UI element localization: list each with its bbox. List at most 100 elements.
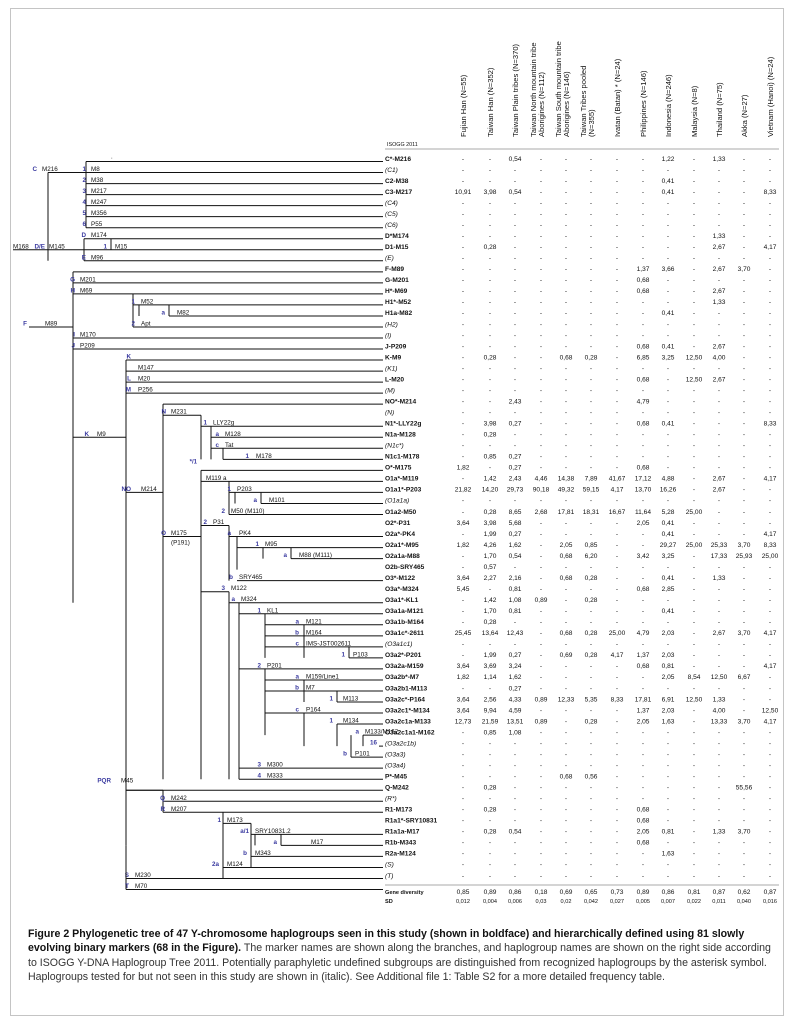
frequency-cell: - bbox=[718, 310, 720, 317]
frequency-cell: - bbox=[462, 818, 464, 825]
frequency-cell: - bbox=[718, 321, 720, 328]
frequency-cell: - bbox=[565, 641, 567, 648]
frequency-cell: - bbox=[590, 498, 592, 505]
frequency-cell: - bbox=[616, 376, 618, 383]
frequency-cell: 3,64 bbox=[457, 696, 470, 703]
frequency-cell: - bbox=[462, 564, 464, 571]
frequency-cell: 3,70 bbox=[738, 718, 751, 725]
frequency-cell: - bbox=[590, 200, 592, 207]
footer-cell: 0,006 bbox=[508, 899, 522, 905]
frequency-cell: - bbox=[514, 387, 516, 394]
frequency-cell: 0,27 bbox=[509, 652, 522, 659]
frequency-cell: - bbox=[462, 762, 464, 769]
frequency-cell: - bbox=[718, 332, 720, 339]
frequency-cell: - bbox=[667, 785, 669, 792]
frequency-cell: - bbox=[693, 476, 695, 483]
frequency-cell: - bbox=[743, 277, 745, 284]
frequency-cell: - bbox=[642, 608, 644, 615]
frequency-cell: - bbox=[693, 387, 695, 394]
frequency-cell: - bbox=[514, 785, 516, 792]
frequency-cell: - bbox=[540, 531, 542, 538]
marker-label: SRY465 bbox=[239, 574, 263, 581]
frequency-cell: - bbox=[590, 343, 592, 350]
frequency-cell: - bbox=[565, 829, 567, 836]
frequency-cell: - bbox=[693, 553, 695, 560]
frequency-cell: - bbox=[718, 498, 720, 505]
frequency-cell: - bbox=[565, 597, 567, 604]
frequency-cell: - bbox=[565, 299, 567, 306]
frequency-cell: - bbox=[743, 299, 745, 306]
frequency-cell: 1,99 bbox=[484, 652, 497, 659]
frequency-cell: - bbox=[616, 354, 618, 361]
frequency-cell: 12,50 bbox=[762, 707, 779, 714]
subclade-number: 1 bbox=[82, 166, 86, 173]
frequency-cell: - bbox=[718, 167, 720, 174]
frequency-cell: 0,56 bbox=[585, 773, 598, 780]
frequency-cell: - bbox=[590, 785, 592, 792]
frequency-cell: 2,67 bbox=[713, 630, 726, 637]
frequency-cell: - bbox=[540, 321, 542, 328]
frequency-cell: - bbox=[462, 211, 464, 218]
frequency-cell: - bbox=[693, 266, 695, 273]
marker-label: Apt bbox=[141, 320, 151, 327]
frequency-cell: - bbox=[514, 321, 516, 328]
frequency-cell: - bbox=[590, 332, 592, 339]
subclade-number: a bbox=[227, 530, 231, 537]
frequency-cell: - bbox=[693, 531, 695, 538]
frequency-cell: - bbox=[565, 685, 567, 692]
frequency-cell: - bbox=[667, 288, 669, 295]
marker-label: M20 bbox=[138, 376, 151, 383]
frequency-cell: - bbox=[462, 509, 464, 516]
frequency-cell: - bbox=[616, 553, 618, 560]
frequency-cell: - bbox=[514, 233, 516, 240]
frequency-cell: 12,43 bbox=[507, 630, 524, 637]
frequency-cell: - bbox=[769, 409, 771, 416]
frequency-cell: - bbox=[743, 156, 745, 163]
marker-label: M122 bbox=[231, 585, 247, 592]
frequency-cell: - bbox=[693, 255, 695, 262]
haplogroup-name: O1a2-M50 bbox=[385, 509, 416, 516]
frequency-cell: 2,03 bbox=[662, 707, 675, 714]
column-header: Ivatan (Batan) * (N=24) bbox=[613, 58, 622, 137]
frequency-cell: - bbox=[693, 409, 695, 416]
marker-label: M17 bbox=[311, 839, 324, 846]
frequency-cell: - bbox=[540, 652, 542, 659]
frequency-cell: - bbox=[667, 619, 669, 626]
frequency-cell: - bbox=[616, 531, 618, 538]
subclade-number: */1 bbox=[190, 459, 198, 465]
column-header: Taiwan South mountain tribe bbox=[554, 41, 563, 137]
frequency-cell: - bbox=[616, 663, 618, 670]
frequency-cell: - bbox=[769, 829, 771, 836]
frequency-cell: 0,28 bbox=[484, 829, 497, 836]
frequency-cell: - bbox=[743, 751, 745, 758]
frequency-cell: - bbox=[769, 818, 771, 825]
frequency-cell: 4,79 bbox=[637, 630, 650, 637]
frequency-cell: - bbox=[565, 432, 567, 439]
frequency-cell: - bbox=[743, 398, 745, 405]
frequency-cell: - bbox=[718, 465, 720, 472]
frequency-cell: - bbox=[462, 619, 464, 626]
frequency-cell: 1,70 bbox=[484, 608, 497, 615]
footer-cell: 0,69 bbox=[560, 889, 573, 896]
marker-label: M128 bbox=[225, 431, 241, 438]
frequency-cell: - bbox=[540, 443, 542, 450]
frequency-cell: - bbox=[565, 343, 567, 350]
frequency-cell: - bbox=[540, 630, 542, 637]
frequency-cell: - bbox=[540, 454, 542, 461]
subclade-number: 2 bbox=[257, 662, 261, 669]
frequency-cell: - bbox=[718, 277, 720, 284]
frequency-cell: - bbox=[718, 663, 720, 670]
subclade-number: 6 bbox=[82, 221, 86, 228]
frequency-cell: - bbox=[642, 740, 644, 747]
frequency-cell: - bbox=[693, 277, 695, 284]
frequency-cell: - bbox=[462, 409, 464, 416]
frequency-cell: - bbox=[718, 873, 720, 880]
haplogroup-name: (O3a2c1b) bbox=[385, 740, 416, 747]
frequency-cell: - bbox=[743, 178, 745, 185]
frequency-cell: - bbox=[565, 332, 567, 339]
marker-label: M230 bbox=[135, 872, 151, 879]
frequency-cell: 0,68 bbox=[637, 288, 650, 295]
frequency-cell: - bbox=[590, 840, 592, 847]
frequency-cell: - bbox=[590, 387, 592, 394]
frequency-cell: - bbox=[718, 586, 720, 593]
